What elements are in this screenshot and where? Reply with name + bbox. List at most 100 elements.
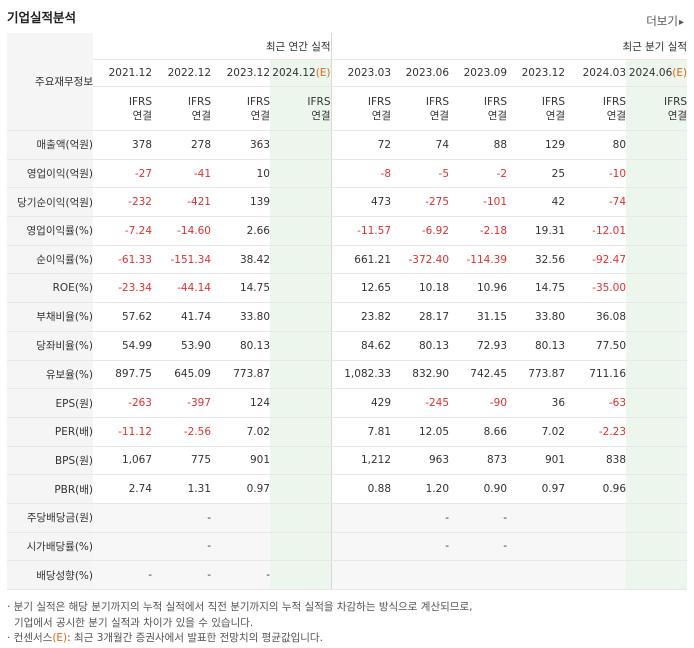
value-cell: -245 bbox=[391, 388, 450, 418]
row-label: 시가배당률(%) bbox=[7, 532, 93, 562]
basis-header: IFRS 연결 bbox=[565, 86, 627, 131]
value-cell: 661.21 bbox=[330, 245, 392, 275]
value-cell: -6.92 bbox=[391, 216, 450, 246]
value-cell: 873 bbox=[449, 446, 508, 476]
value-cell: 23.82 bbox=[330, 302, 392, 332]
value-cell: 2.66 bbox=[211, 216, 270, 246]
more-label[interactable]: 더보기 bbox=[646, 14, 678, 28]
period-label: 2023.06 bbox=[405, 67, 450, 79]
basis-header: IFRS 연결 bbox=[391, 86, 450, 131]
value-cell: 1,212 bbox=[330, 446, 392, 476]
row-label: 부채비율(%) bbox=[7, 302, 93, 332]
period-header: 2024.06(E) bbox=[626, 59, 688, 87]
row-label: PBR(배) bbox=[7, 474, 93, 504]
value-cell: 36.08 bbox=[565, 302, 627, 332]
value-cell: 14.75 bbox=[507, 273, 566, 304]
table-row: 부채비율(%) 57.62 41.74 33.80 23.82 28.17 31.15 33.… bbox=[7, 302, 688, 332]
value-cell: -92.47 bbox=[565, 245, 627, 275]
value-cell bbox=[565, 560, 627, 590]
basis-consolidated: 연결 bbox=[487, 109, 508, 122]
value-cell: 2.74 bbox=[93, 474, 152, 504]
value-cell bbox=[211, 532, 270, 562]
value-cell bbox=[626, 532, 688, 562]
note-line-2: 기업에서 공시한 분기 실적과 차이가 있을 수 있습니다. bbox=[14, 616, 254, 629]
value-cell: 53.90 bbox=[152, 331, 211, 361]
value-cell bbox=[270, 560, 332, 590]
value-cell: -11.57 bbox=[330, 216, 392, 246]
value-cell: 775 bbox=[152, 446, 211, 476]
value-cell bbox=[626, 216, 688, 246]
value-cell: -14.60 bbox=[152, 216, 211, 246]
value-cell bbox=[270, 302, 332, 332]
more-link[interactable]: 더보기▸ bbox=[646, 13, 684, 29]
value-cell: 838 bbox=[565, 446, 627, 476]
table-row: 매출액(억원) 378 278 363 72 74 88 129 80 bbox=[7, 130, 688, 160]
value-cell: - bbox=[449, 502, 508, 533]
value-cell bbox=[626, 130, 688, 160]
value-cell bbox=[626, 245, 688, 275]
value-cell bbox=[270, 360, 332, 390]
value-cell bbox=[626, 360, 688, 390]
basis-header: IFRS 연결 bbox=[626, 86, 688, 131]
value-cell bbox=[330, 502, 392, 533]
value-cell: -44.14 bbox=[152, 273, 211, 304]
period-header: 2022.12 bbox=[152, 59, 211, 87]
value-cell bbox=[626, 560, 688, 590]
value-cell bbox=[211, 502, 270, 533]
period-label: 2024.12 bbox=[272, 67, 316, 79]
period-label: 2024.03 bbox=[582, 67, 627, 79]
basis-ifrs: IFRS bbox=[425, 95, 450, 108]
table-row: 영업이익(억원) -27 -41 10 -8 -5 -2 25 -10 bbox=[7, 159, 688, 189]
value-cell: -74 bbox=[565, 187, 627, 218]
value-cell bbox=[507, 560, 566, 590]
value-cell: - bbox=[152, 502, 211, 533]
table-row: 순이익률(%) -61.33 -151.34 38.42 661.21 -372.40 -1… bbox=[7, 245, 688, 275]
basis-ifrs: IFRS bbox=[663, 95, 688, 108]
table-row: 유보율(%) 897.75 645.09 773.87 1,082.33 832.90 74… bbox=[7, 360, 688, 390]
value-cell: - bbox=[211, 560, 270, 590]
value-cell bbox=[270, 532, 332, 562]
value-cell bbox=[270, 417, 332, 447]
value-cell bbox=[449, 560, 508, 590]
value-cell: -2.18 bbox=[449, 216, 508, 246]
basis-header: IFRS 연결 bbox=[507, 86, 566, 131]
row-label: 순이익률(%) bbox=[7, 245, 93, 275]
estimate-marker: (E) bbox=[315, 67, 331, 79]
value-cell: 742.45 bbox=[449, 360, 508, 390]
value-cell: 773.87 bbox=[507, 360, 566, 390]
period-label: 2023.12 bbox=[521, 67, 566, 79]
value-cell: 278 bbox=[152, 130, 211, 160]
row-label: PER(배) bbox=[7, 417, 93, 447]
basis-consolidated: 연결 bbox=[250, 109, 270, 122]
value-cell: -5 bbox=[391, 159, 450, 189]
period-label: 2023.03 bbox=[347, 67, 392, 79]
value-cell bbox=[626, 474, 688, 504]
value-cell: 7.02 bbox=[507, 417, 566, 447]
value-cell: -2.56 bbox=[152, 417, 211, 447]
value-cell: 0.96 bbox=[565, 474, 627, 504]
value-cell: 139 bbox=[211, 187, 270, 218]
section-title: 기업실적분석 bbox=[7, 10, 77, 25]
value-cell: 36 bbox=[507, 388, 566, 418]
value-cell bbox=[391, 560, 450, 590]
basis-header: IFRS 연결 bbox=[449, 86, 508, 131]
period-header: 2023.12 bbox=[211, 59, 270, 87]
period-label: 2021.12 bbox=[108, 67, 152, 79]
estimate-marker: (E) bbox=[672, 67, 688, 79]
value-cell bbox=[626, 159, 688, 189]
value-cell: 711.16 bbox=[565, 360, 627, 390]
value-cell bbox=[565, 502, 627, 533]
period-label: 2022.12 bbox=[167, 67, 211, 79]
basis-ifrs: IFRS bbox=[307, 95, 331, 108]
period-header: 2023.09 bbox=[449, 59, 508, 87]
value-cell: 14.75 bbox=[211, 273, 270, 304]
value-cell: -275 bbox=[391, 187, 450, 218]
row-label: 배당성향(%) bbox=[7, 560, 93, 590]
value-cell: 72.93 bbox=[449, 331, 508, 361]
value-cell: -8 bbox=[330, 159, 392, 189]
value-cell: 38.42 bbox=[211, 245, 270, 275]
value-cell bbox=[270, 130, 332, 160]
value-cell: -397 bbox=[152, 388, 211, 418]
value-cell: 773.87 bbox=[211, 360, 270, 390]
value-cell: 72 bbox=[330, 130, 392, 160]
